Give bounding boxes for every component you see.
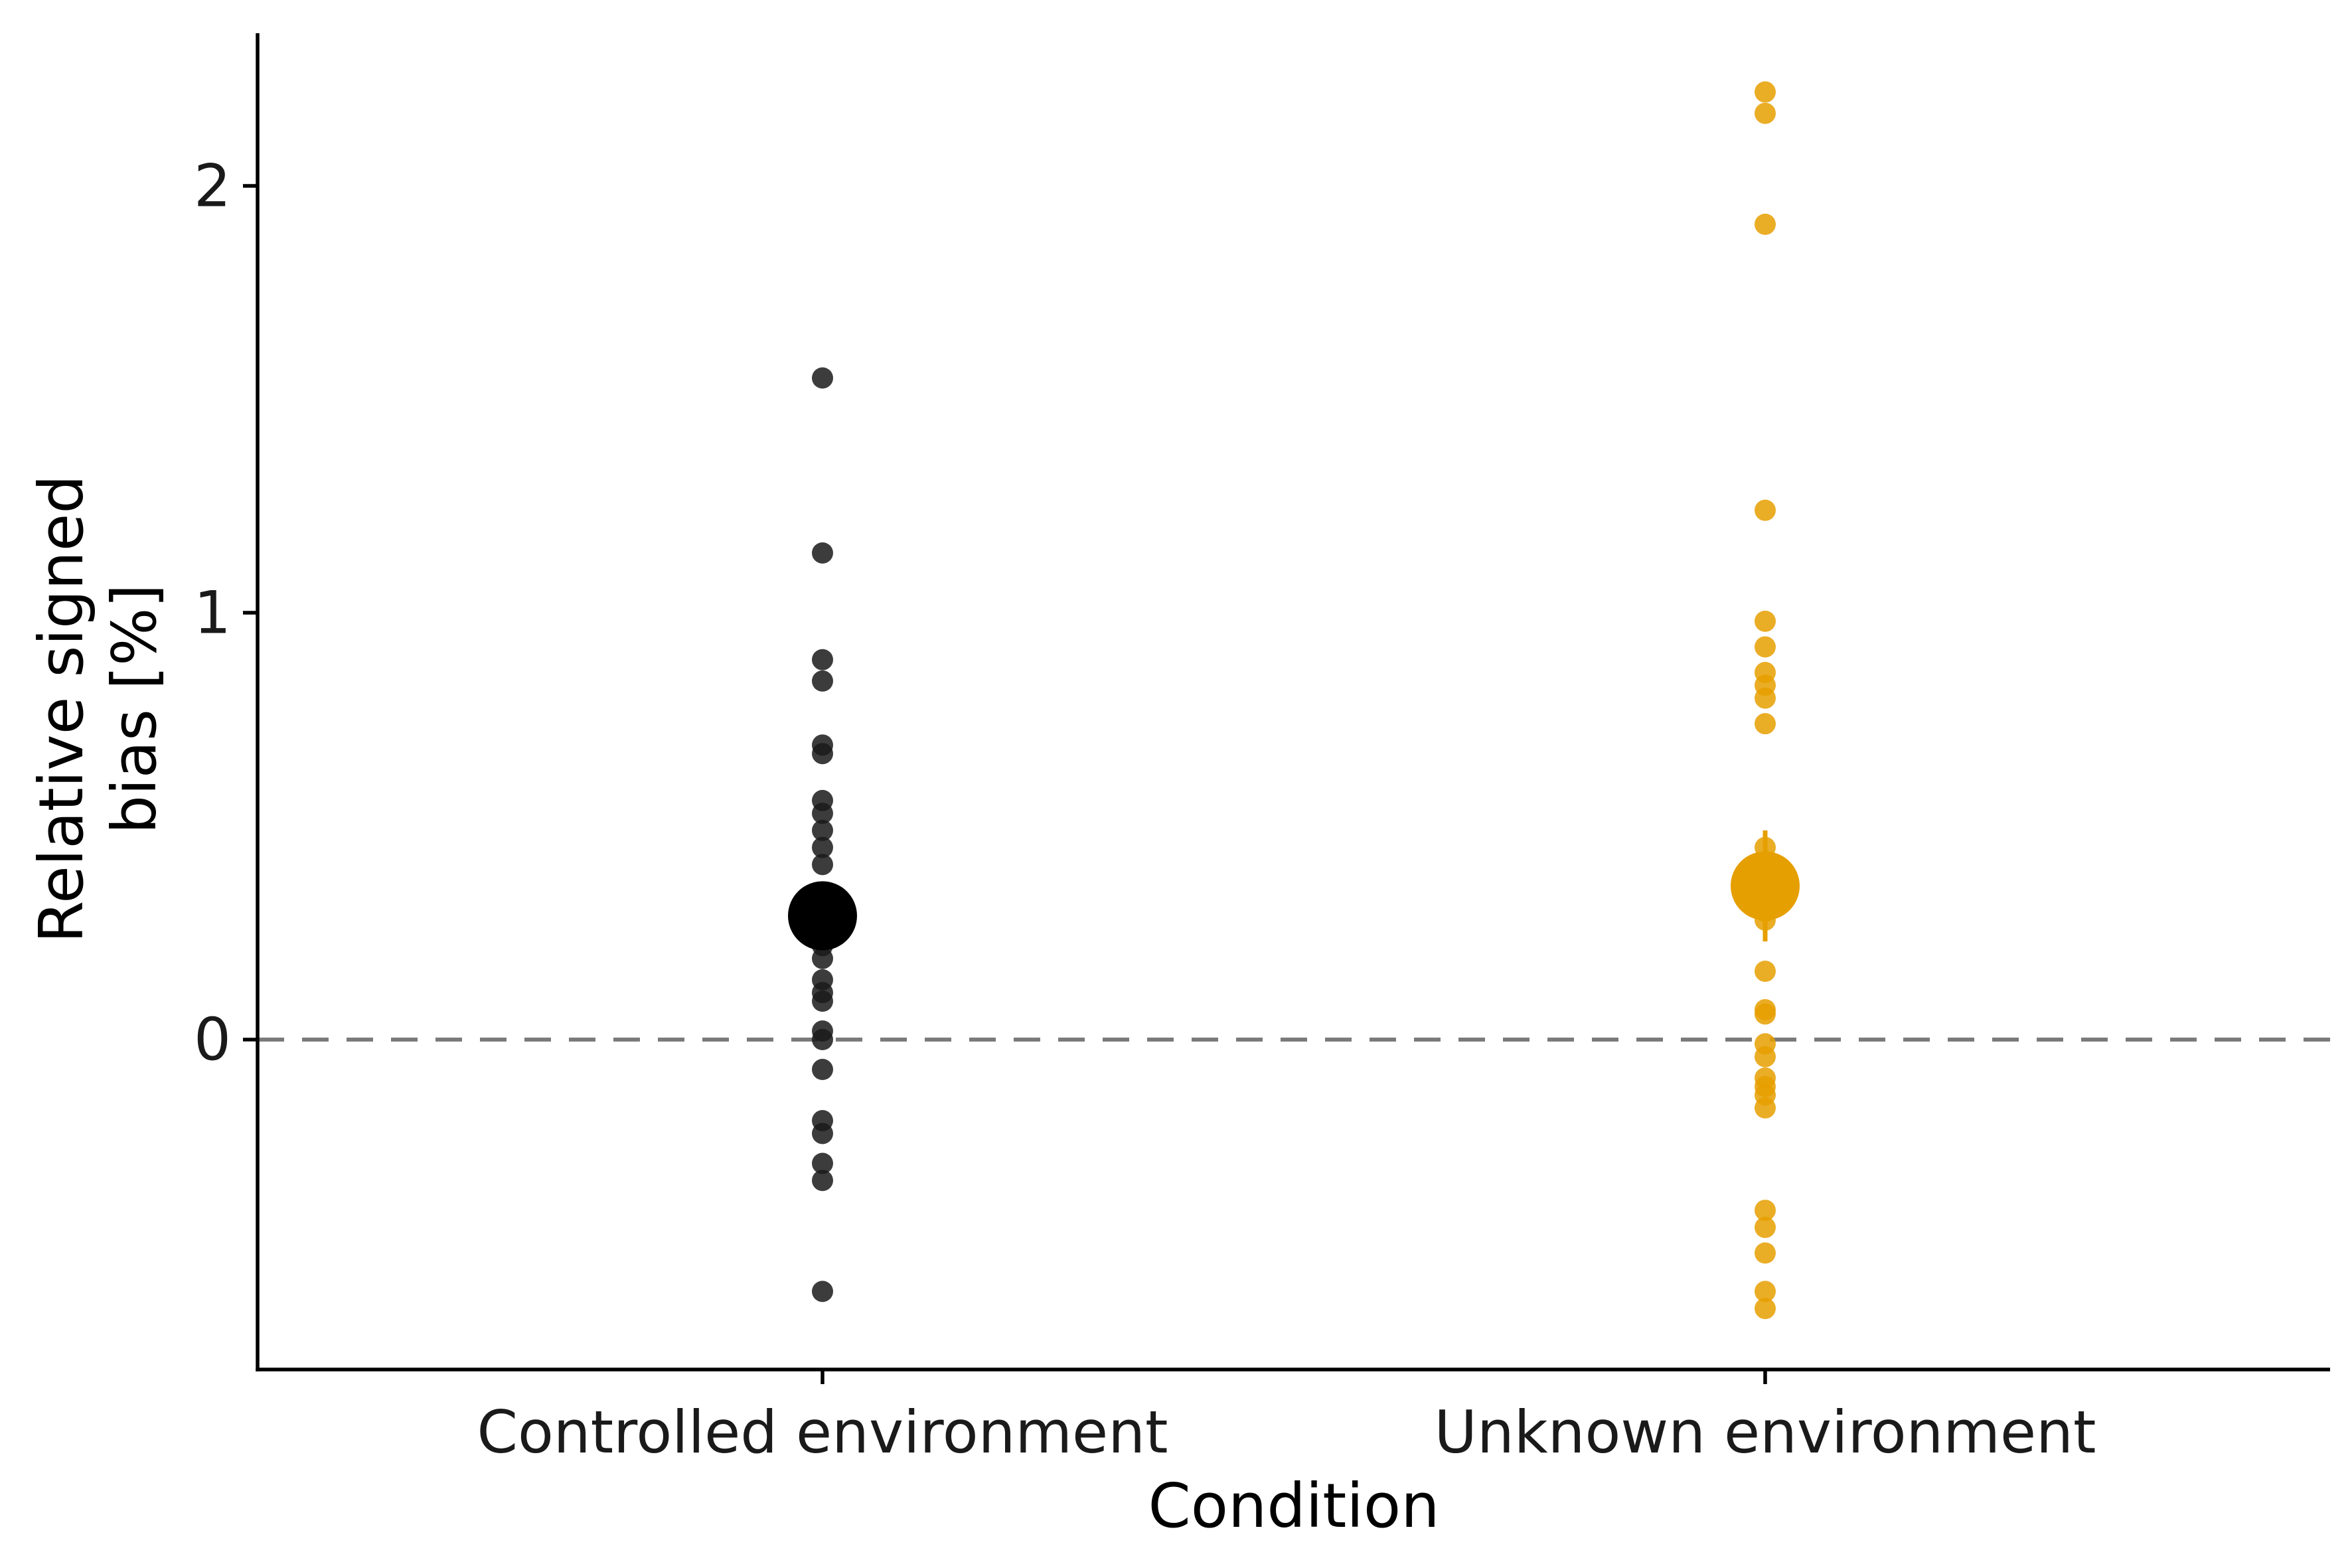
data-point-2-3 bbox=[1755, 213, 1776, 235]
axes-layer bbox=[243, 33, 2330, 1384]
data-point-1-11 bbox=[812, 854, 833, 876]
data-point-1-21 bbox=[812, 1059, 833, 1081]
data-point-2-19 bbox=[1755, 1046, 1776, 1067]
labels-layer: 0 1 2 Controlled environment Unknown environ… bbox=[26, 152, 2096, 1542]
data-point-2-1 bbox=[1755, 81, 1776, 103]
data-point-2-6 bbox=[1755, 636, 1776, 658]
data-point-2-15 bbox=[1755, 961, 1776, 982]
y-tick-label-1: 0 bbox=[194, 1006, 231, 1074]
y-axis-title-line-2: bias [%] bbox=[99, 584, 170, 834]
data-point-2-23 bbox=[1755, 1097, 1776, 1119]
data-point-2-17 bbox=[1755, 1003, 1776, 1025]
x-tick-label-2: Unknown environment bbox=[1435, 1398, 2096, 1466]
data-point-2-24 bbox=[1755, 1200, 1776, 1221]
data-point-1-20 bbox=[812, 1029, 833, 1050]
y-axis-title-line-1: Relative signed bbox=[26, 475, 97, 943]
data-point-1-25 bbox=[812, 1170, 833, 1192]
mean-point-1 bbox=[788, 881, 857, 951]
summary-layer bbox=[788, 830, 1800, 951]
data-point-1-2 bbox=[812, 542, 833, 564]
data-point-1-8 bbox=[812, 803, 833, 824]
data-point-1-24 bbox=[812, 1152, 833, 1174]
data-point-2-27 bbox=[1755, 1281, 1776, 1302]
data-point-1-1 bbox=[812, 367, 833, 389]
data-point-1-10 bbox=[812, 836, 833, 858]
data-point-1-18 bbox=[812, 990, 833, 1012]
x-tick-label-1: Controlled environment bbox=[477, 1398, 1168, 1466]
data-point-2-5 bbox=[1755, 610, 1776, 632]
data-point-1-3 bbox=[812, 649, 833, 670]
data-point-2-4 bbox=[1755, 499, 1776, 521]
data-point-1-6 bbox=[812, 743, 833, 765]
data-point-2-9 bbox=[1755, 687, 1776, 709]
data-point-1-26 bbox=[812, 1281, 833, 1302]
data-point-2-10 bbox=[1755, 713, 1776, 735]
y-axis-title: Relative signedbias [%] bbox=[26, 475, 170, 943]
data-point-2-28 bbox=[1755, 1298, 1776, 1320]
data-point-2-25 bbox=[1755, 1216, 1776, 1238]
y-tick-label-3: 2 bbox=[194, 152, 231, 220]
data-point-1-4 bbox=[812, 670, 833, 692]
data-point-2-26 bbox=[1755, 1242, 1776, 1264]
data-point-1-9 bbox=[812, 819, 833, 841]
y-tick-label-2: 1 bbox=[194, 579, 231, 647]
mean-point-2 bbox=[1731, 851, 1800, 921]
data-point-1-23 bbox=[812, 1123, 833, 1144]
data-point-2-2 bbox=[1755, 102, 1776, 124]
x-axis-title: Condition bbox=[1148, 1470, 1439, 1541]
data-point-1-15 bbox=[812, 947, 833, 969]
